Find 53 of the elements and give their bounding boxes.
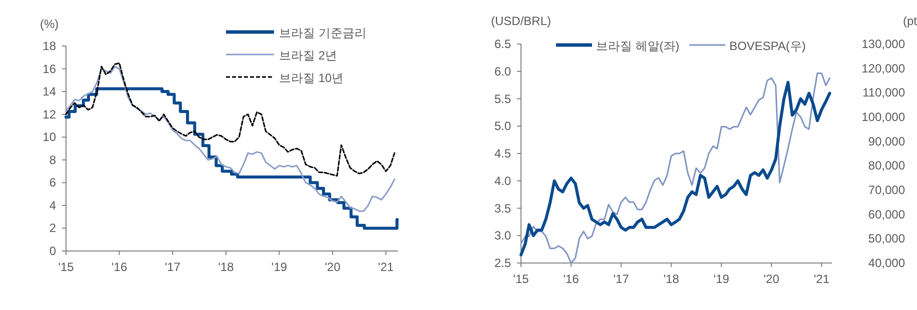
y2-tick-label: 90,000	[868, 134, 906, 148]
y2-tick-label: 50,000	[868, 232, 906, 246]
line-series	[65, 62, 396, 177]
y2-tick-label: 110,000	[862, 86, 906, 100]
y-tick-label: 4.5	[494, 146, 512, 160]
y-tick-label: 14	[42, 84, 56, 99]
x-tick-label: '20	[764, 272, 780, 286]
y-tick-label: 6.0	[494, 64, 512, 78]
y-tick-label: 3.5	[494, 201, 512, 216]
y-axis-title: (%)	[40, 17, 59, 31]
x-tick-label: '15	[58, 260, 74, 274]
y-tick-label: 2	[49, 221, 56, 236]
y2-tick-label: 80,000	[868, 158, 906, 173]
x-tick-label: '18	[218, 260, 234, 274]
x-tick-label: '15	[513, 272, 530, 286]
y-tick-label: 0	[49, 244, 56, 258]
x-tick-label: '20	[324, 260, 341, 274]
y2-tick-label: 60,000	[868, 207, 906, 222]
y-tick-label: 4.0	[494, 174, 512, 188]
x-tick-label: '17	[613, 272, 630, 286]
y-tick-label: 2.5	[494, 256, 512, 270]
y2-tick-label: 70,000	[868, 183, 906, 197]
legend-label: 브라질 기준금리	[279, 26, 366, 40]
x-tick-label: '18	[663, 272, 680, 286]
y2-tick-label: 130,000	[862, 37, 906, 51]
legend-label: 브라질 헤알(좌)	[596, 39, 680, 53]
y2-axis-title: (pt	[902, 14, 917, 28]
legend-label: 브라질 10년	[279, 71, 344, 85]
legend-label: BOVESPA(우)	[729, 39, 806, 53]
y-tick-label: 3.0	[494, 228, 512, 243]
y-tick-label: 4	[49, 198, 56, 212]
y2-tick-label: 100,000	[862, 110, 906, 124]
y-tick-label: 5.5	[494, 92, 512, 106]
y-tick-label: 5.0	[494, 119, 512, 134]
legend-label: 브라질 2년	[279, 48, 338, 62]
y-tick-label: 6	[49, 176, 56, 190]
x-tick-label: '21	[814, 272, 830, 286]
x-tick-label: '19	[714, 272, 730, 286]
y-tick-label: 10	[42, 130, 56, 144]
line-series	[65, 66, 396, 212]
y-tick-label: 18	[42, 39, 56, 53]
y-tick-label: 16	[42, 62, 56, 76]
y2-tick-label: 120,000	[862, 61, 906, 76]
y-tick-label: 8	[49, 152, 56, 167]
y-tick-label: 6.5	[494, 37, 512, 51]
x-tick-label: '17	[164, 260, 181, 274]
x-tick-label: '19	[271, 260, 288, 274]
x-tick-label: '21	[378, 260, 394, 274]
y-axis-title: (USD/BRL)	[491, 14, 552, 28]
y2-tick-label: 40,000	[868, 256, 906, 270]
x-tick-label: '16	[111, 260, 128, 274]
y-tick-label: 12	[42, 107, 56, 122]
x-tick-label: '16	[563, 272, 580, 286]
